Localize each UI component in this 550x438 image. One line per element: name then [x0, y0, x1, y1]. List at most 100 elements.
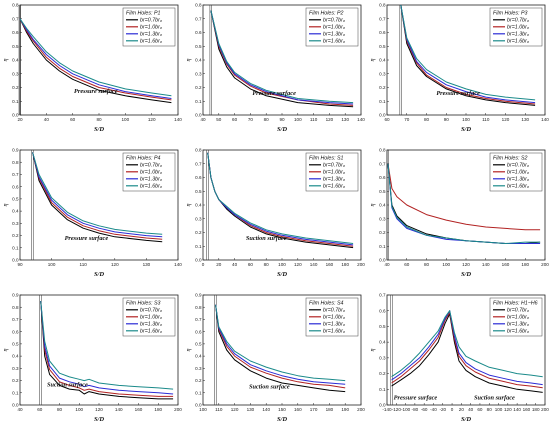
legend-entry: br=1.0br₀: [507, 315, 530, 321]
y-tick-label: 0.4: [379, 340, 386, 345]
y-tick-label: 0.8: [12, 305, 19, 310]
surface-annotation: Pressure surface: [65, 235, 109, 242]
series-line: [400, 4, 536, 101]
legend: Film Holes: S1br=0.7br₀br=1.0br₀br=1.3br…: [305, 152, 359, 192]
x-tick-label: 20: [459, 407, 465, 412]
x-tick-label: 60: [384, 117, 390, 122]
series-line: [40, 301, 174, 397]
legend-entry: br=0.7br₀: [140, 18, 163, 24]
x-tick-label: 100: [48, 262, 56, 267]
legend-entry: br=1.6br₀: [507, 39, 530, 45]
legend-entry: br=0.7br₀: [323, 163, 346, 169]
y-tick-label: 0.7: [379, 293, 386, 298]
y-tick-label: 0.9: [12, 148, 19, 153]
x-tick-label: 140: [310, 262, 318, 267]
legend-title: Film Holes: P3: [493, 11, 527, 17]
y-tick-label: 0.8: [379, 3, 386, 8]
series-line: [32, 152, 163, 240]
series-line: [19, 18, 172, 101]
y-tick-label: 0.7: [379, 161, 386, 166]
series-line: [19, 18, 172, 104]
y-tick-label: 0.2: [12, 378, 19, 383]
x-tick-label: 90: [279, 117, 285, 122]
x-tick-label: 120: [326, 117, 334, 122]
y-axis-label: η: [370, 58, 376, 61]
legend-entry: br=1.0br₀: [507, 25, 530, 31]
x-tick-label: 190: [341, 407, 349, 412]
y-tick-label: 0.8: [195, 148, 202, 153]
series-line: [19, 18, 172, 97]
x-tick-label: 160: [502, 262, 510, 267]
x-tick-label: -120: [392, 407, 402, 412]
y-tick-label: 0.7: [12, 172, 19, 177]
x-tick-label: 20: [216, 262, 222, 267]
y-tick-label: 0.6: [195, 175, 202, 180]
y-tick-label: 0.0: [195, 113, 202, 118]
x-tick-label: 140: [174, 117, 182, 122]
y-tick-label: 0.0: [195, 403, 202, 408]
x-tick-label: -100: [401, 407, 411, 412]
y-tick-label: 0.8: [379, 148, 386, 153]
series-line: [215, 304, 346, 389]
y-tick-label: 0.5: [195, 341, 202, 346]
series-line: [19, 18, 172, 99]
y-tick-label: 0.6: [379, 308, 386, 313]
legend-entry: br=1.3br₀: [507, 177, 530, 183]
y-tick-label: 0.2: [195, 378, 202, 383]
y-tick-label: 0.3: [379, 355, 386, 360]
y-tick-label: 0.4: [195, 203, 202, 208]
x-tick-label: 100: [462, 117, 470, 122]
series-line: [387, 163, 541, 244]
x-tick-label: 40: [468, 407, 474, 412]
legend-entry: br=0.7br₀: [140, 308, 163, 314]
y-tick-label: 0.2: [195, 230, 202, 235]
x-tick-label: 100: [199, 407, 207, 412]
legend-entry: br=1.3br₀: [507, 32, 530, 38]
series-line: [32, 152, 163, 235]
y-tick-label: 0.8: [195, 305, 202, 310]
y-axis-label: η: [186, 348, 192, 351]
y-tick-label: 0.1: [12, 99, 19, 104]
legend: Film Holes: H1~H6br=0.7br₀br=1.0br₀br=1.…: [489, 297, 543, 337]
y-axis-label: η: [370, 203, 376, 206]
legend-entry: br=1.3br₀: [323, 322, 346, 328]
x-tick-label: 60: [404, 262, 410, 267]
x-tick-label: 130: [341, 117, 349, 122]
x-tick-label: 160: [135, 407, 143, 412]
x-tick-label: 110: [215, 407, 223, 412]
x-tick-label: -80: [412, 407, 419, 412]
x-tick-label: 180: [154, 407, 162, 412]
legend-title: Film Holes: S3: [126, 301, 160, 307]
x-tick-label: 120: [502, 117, 510, 122]
y-tick-label: 0.2: [195, 85, 202, 90]
y-tick-label: 0.5: [12, 196, 19, 201]
y-tick-label: 0.2: [379, 371, 386, 376]
legend-entry: br=1.6br₀: [323, 329, 346, 335]
legend-entry: br=1.0br₀: [140, 25, 163, 31]
y-axis-label: η: [370, 348, 376, 351]
series-line: [400, 4, 536, 106]
x-tick-label: 120: [294, 262, 302, 267]
x-tick-label: 20: [17, 117, 23, 122]
x-tick-label: 130: [247, 407, 255, 412]
x-tick-label: 140: [541, 117, 549, 122]
y-tick-label: 0.6: [379, 30, 386, 35]
legend-entry: br=1.0br₀: [507, 170, 530, 176]
x-tick-label: 90: [17, 262, 23, 267]
series-line: [391, 310, 543, 378]
y-tick-label: 0.1: [12, 390, 19, 395]
y-tick-label: 0.3: [379, 71, 386, 76]
y-tick-label: 0.9: [195, 293, 202, 298]
y-tick-label: 0.9: [12, 293, 19, 298]
x-tick-label: 130: [521, 117, 529, 122]
y-tick-label: 0.6: [195, 329, 202, 334]
x-tick-label: 140: [357, 117, 365, 122]
y-tick-label: 0.7: [195, 317, 202, 322]
y-tick-label: 0.1: [379, 244, 386, 249]
legend-entry: br=1.3br₀: [507, 322, 530, 328]
x-tick-label: 200: [541, 407, 549, 412]
y-tick-label: 0.3: [195, 366, 202, 371]
x-axis-label: S/D: [461, 416, 471, 423]
x-tick-label: 160: [523, 407, 531, 412]
y-tick-label: 0.6: [12, 30, 19, 35]
